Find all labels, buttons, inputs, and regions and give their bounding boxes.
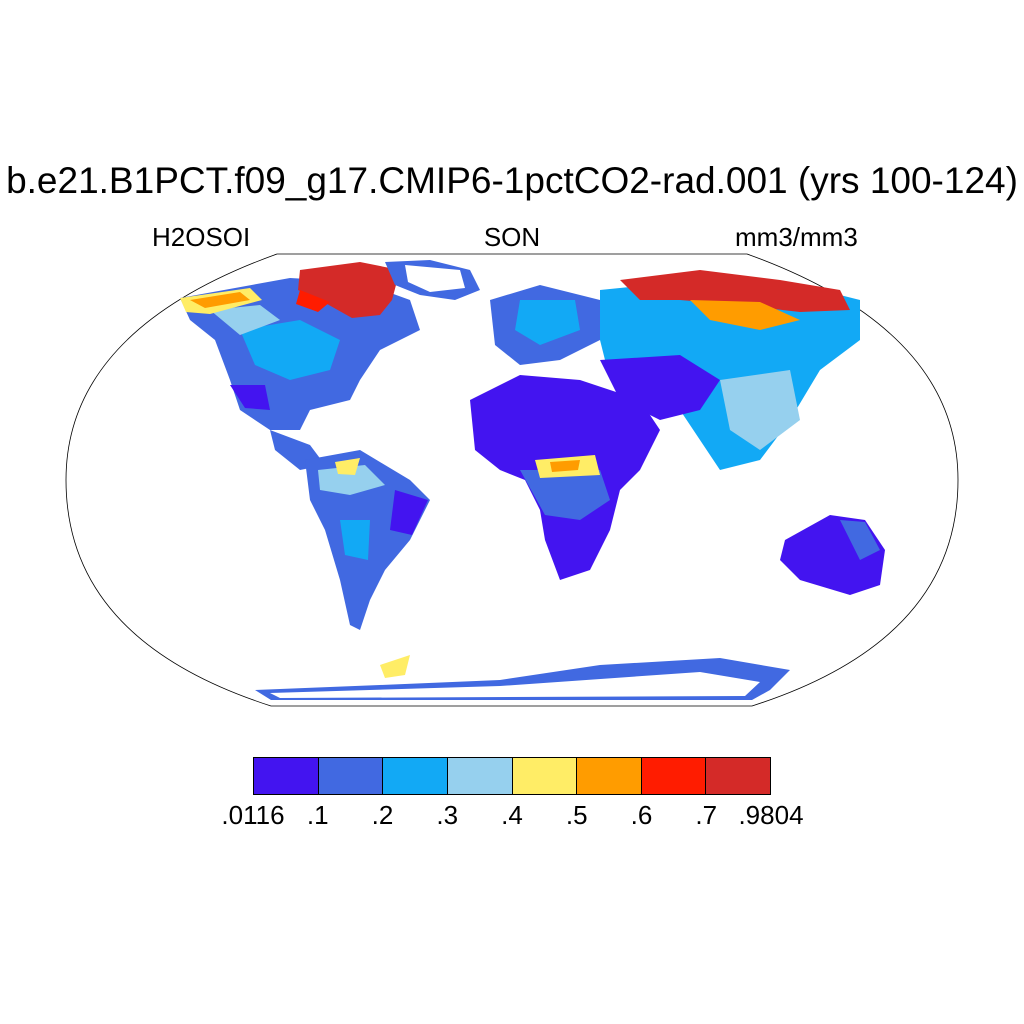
colorbar-tick-label: .0116 <box>221 800 285 830</box>
south-america <box>305 450 430 630</box>
colorbar-tick-label: .4 <box>501 800 523 830</box>
europe <box>490 285 600 365</box>
arctic-north-america <box>296 260 480 318</box>
colorbar-swatch <box>577 758 642 794</box>
colorbar-swatch <box>318 758 384 794</box>
colorbar-swatch <box>383 758 448 794</box>
colorbar-swatch <box>254 758 319 794</box>
colorbar <box>253 757 771 795</box>
colorbar-tick-label: .7 <box>695 800 718 830</box>
colorbar-tick-label: .1 <box>306 800 329 830</box>
colorbar-swatch <box>706 758 770 794</box>
colorbar-tick-label: .3 <box>436 800 459 830</box>
units-label: mm3/mm3 <box>735 222 858 252</box>
plot-title: b.e21.B1PCT.f09_g17.CMIP6-1pctCO2-rad.00… <box>6 160 1018 201</box>
colorbar-tick-label: .6 <box>630 800 653 830</box>
australia <box>780 515 885 595</box>
variable-label: H2OSOI <box>152 222 251 252</box>
asia <box>600 270 860 470</box>
colorbar-swatch <box>447 758 513 794</box>
season-label: SON <box>483 222 541 252</box>
colorbar-tick-label: .2 <box>371 800 394 830</box>
colorbar-swatch <box>641 758 707 794</box>
colorbar-swatch <box>512 758 578 794</box>
map-frame <box>65 253 959 707</box>
colorbar-tick-label: .5 <box>565 800 588 830</box>
africa <box>470 375 660 580</box>
antarctica <box>255 655 790 700</box>
colorbar-tick-label: .9804 <box>738 800 804 830</box>
colorbar-labels: .0116 .1 .2 .3 .4 .5 .6 .7 .9804 <box>0 800 1024 834</box>
